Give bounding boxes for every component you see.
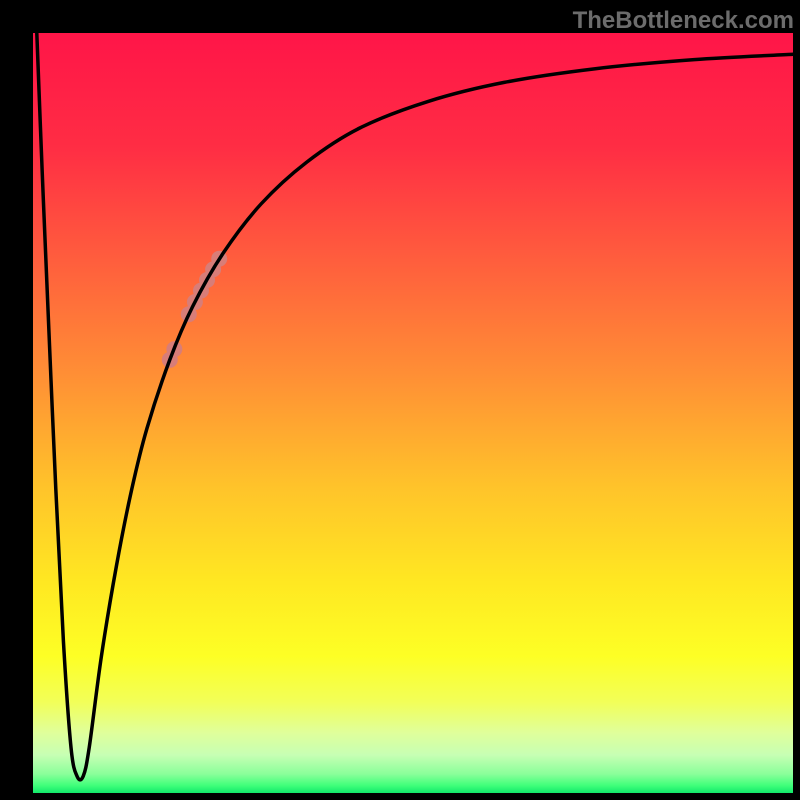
gradient-background [33, 33, 793, 793]
watermark-text: TheBottleneck.com [573, 7, 794, 35]
chart-container: TheBottleneck.com [0, 0, 800, 800]
plot-svg [33, 33, 793, 793]
plot-area [33, 33, 793, 793]
